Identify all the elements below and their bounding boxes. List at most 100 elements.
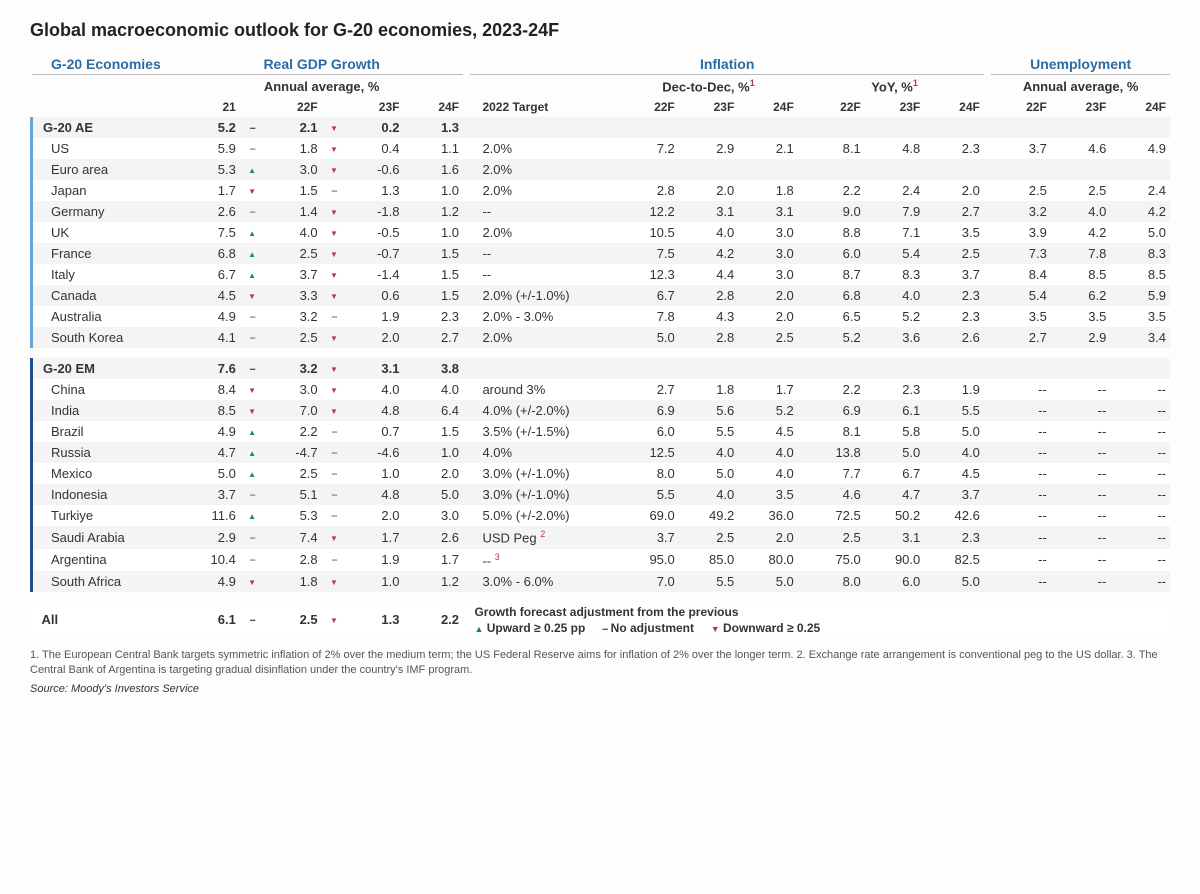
table-row: China8.4▼3.0▼4.04.0around 3%2.71.81.72.2… bbox=[32, 379, 1171, 400]
direction----icon: -- bbox=[328, 426, 340, 438]
direction----icon: -- bbox=[328, 468, 340, 480]
table-row: Turkiye11.6▲5.3--2.03.05.0% (+/-2.0%)69.… bbox=[32, 505, 1171, 526]
direction-up-icon: ▲ bbox=[246, 166, 258, 175]
hdr-economies: G-20 Economies bbox=[32, 53, 181, 75]
direction----icon: -- bbox=[246, 143, 258, 155]
direction-down-icon: ▼ bbox=[246, 407, 258, 416]
direction----icon: -- bbox=[246, 311, 258, 323]
direction----icon: -- bbox=[246, 122, 258, 134]
direction-down-icon: ▼ bbox=[328, 334, 340, 343]
row-label: Japan bbox=[32, 180, 181, 201]
down-arrow-icon: ▼ bbox=[711, 624, 720, 634]
direction----icon: -- bbox=[328, 311, 340, 323]
row-label: Brazil bbox=[32, 421, 181, 442]
subhdr-dec: Dec-to-Dec, %1 bbox=[619, 75, 798, 98]
direction-down-icon: ▼ bbox=[328, 145, 340, 154]
up-arrow-icon: ▲ bbox=[474, 624, 483, 634]
direction-up-icon: ▲ bbox=[246, 470, 258, 479]
table-row: UK7.5▲4.0▼-0.51.02.0%10.54.03.08.87.13.5… bbox=[32, 222, 1171, 243]
direction----icon: -- bbox=[328, 185, 340, 197]
legend-down: Downward ≥ 0.25 bbox=[723, 621, 820, 635]
row-label: Argentina bbox=[32, 549, 181, 571]
table-row: Saudi Arabia2.9--7.4▼1.72.6USD Peg 23.72… bbox=[32, 526, 1171, 548]
legend-neutral: No adjustment bbox=[611, 621, 694, 635]
neutral-icon: -- bbox=[602, 623, 607, 635]
direction-down-icon: ▼ bbox=[328, 208, 340, 217]
row-label: Australia bbox=[32, 306, 181, 327]
footnotes: 1. The European Central Bank targets sym… bbox=[30, 648, 1170, 679]
direction----icon: -- bbox=[246, 206, 258, 218]
table-row: G-20 EM7.6--3.2▼3.13.8 bbox=[32, 358, 1171, 379]
outlook-table: G-20 Economies Real GDP Growth Inflation… bbox=[30, 53, 1170, 638]
row-label: India bbox=[32, 400, 181, 421]
direction----icon: -- bbox=[328, 447, 340, 459]
direction-down-icon: ▼ bbox=[328, 271, 340, 280]
direction----icon: -- bbox=[246, 332, 258, 344]
row-label: China bbox=[32, 379, 181, 400]
row-label: South Korea bbox=[32, 327, 181, 348]
row-label: Italy bbox=[32, 264, 181, 285]
table-row: France6.8▲2.5▼-0.71.5--7.54.23.06.05.42.… bbox=[32, 243, 1171, 264]
direction-down-icon: ▼ bbox=[328, 386, 340, 395]
table-row: US5.9--1.8▼0.41.12.0%7.22.92.18.14.82.33… bbox=[32, 138, 1171, 159]
table-row: Italy6.7▲3.7▼-1.41.5--12.34.43.08.78.33.… bbox=[32, 264, 1171, 285]
row-label: Euro area bbox=[32, 159, 181, 180]
row-label: Turkiye bbox=[32, 505, 181, 526]
table-row: South Korea4.1--2.5▼2.02.72.0%5.02.82.55… bbox=[32, 327, 1171, 348]
direction-down-icon: ▼ bbox=[328, 365, 340, 374]
direction-up-icon: ▲ bbox=[246, 271, 258, 280]
section-label: G-20 EM bbox=[32, 358, 181, 379]
row-label: Mexico bbox=[32, 463, 181, 484]
row-label: All bbox=[32, 602, 181, 638]
direction-down-icon: ▼ bbox=[328, 407, 340, 416]
direction-down-icon: ▼ bbox=[328, 616, 340, 625]
hdr-inflation: Inflation bbox=[470, 53, 983, 75]
source-line: Source: Moody's Investors Service bbox=[30, 683, 1170, 695]
direction-down-icon: ▼ bbox=[246, 578, 258, 587]
direction-down-icon: ▼ bbox=[328, 534, 340, 543]
row-label: Russia bbox=[32, 442, 181, 463]
table-row: Australia4.9--3.2--1.92.32.0% - 3.0%7.84… bbox=[32, 306, 1171, 327]
direction----icon: -- bbox=[328, 554, 340, 566]
direction-up-icon: ▲ bbox=[246, 250, 258, 259]
row-label: Saudi Arabia bbox=[32, 526, 181, 548]
direction-up-icon: ▲ bbox=[246, 512, 258, 521]
direction-up-icon: ▲ bbox=[246, 449, 258, 458]
table-row: G-20 AE5.2--2.1▼0.21.3 bbox=[32, 117, 1171, 138]
direction-down-icon: ▼ bbox=[328, 229, 340, 238]
legend-title: Growth forecast adjustment from the prev… bbox=[474, 605, 1166, 619]
table-row: Brazil4.9▲2.2--0.71.53.5% (+/-1.5%)6.05.… bbox=[32, 421, 1171, 442]
row-label: Germany bbox=[32, 201, 181, 222]
subhdr-gdp: Annual average, % bbox=[180, 75, 463, 98]
direction-down-icon: ▼ bbox=[328, 124, 340, 133]
row-label: US bbox=[32, 138, 181, 159]
direction----icon: -- bbox=[246, 363, 258, 375]
table-row: Argentina10.4--2.8--1.91.7-- 395.085.080… bbox=[32, 549, 1171, 571]
direction-down-icon: ▼ bbox=[328, 250, 340, 259]
hdr-gdp: Real GDP Growth bbox=[180, 53, 463, 75]
table-row-all: All6.1--2.5▼1.32.2Growth forecast adjust… bbox=[32, 602, 1171, 638]
section-label: G-20 AE bbox=[32, 117, 181, 138]
direction-down-icon: ▼ bbox=[328, 292, 340, 301]
direction-up-icon: ▲ bbox=[246, 428, 258, 437]
hdr-unemployment: Unemployment bbox=[991, 53, 1170, 75]
direction----icon: -- bbox=[246, 489, 258, 501]
legend-up: Upward ≥ 0.25 pp bbox=[487, 621, 586, 635]
table-row: Japan1.7▼1.5--1.31.02.0%2.82.01.82.22.42… bbox=[32, 180, 1171, 201]
direction-down-icon: ▼ bbox=[246, 187, 258, 196]
table-row: Germany2.6--1.4▼-1.81.2--12.23.13.19.07.… bbox=[32, 201, 1171, 222]
direction----icon: -- bbox=[246, 554, 258, 566]
table-row: Russia4.7▲-4.7---4.61.04.0%12.54.04.013.… bbox=[32, 442, 1171, 463]
row-label: UK bbox=[32, 222, 181, 243]
direction-down-icon: ▼ bbox=[246, 386, 258, 395]
direction----icon: -- bbox=[246, 614, 258, 626]
subhdr-yoy: YoY, %1 bbox=[805, 75, 984, 98]
page-title: Global macroeconomic outlook for G-20 ec… bbox=[30, 20, 1170, 41]
direction----icon: -- bbox=[328, 489, 340, 501]
row-label: Indonesia bbox=[32, 484, 181, 505]
direction-down-icon: ▼ bbox=[328, 578, 340, 587]
direction-down-icon: ▼ bbox=[246, 292, 258, 301]
table-row: Indonesia3.7--5.1--4.85.03.0% (+/-1.0%)5… bbox=[32, 484, 1171, 505]
subhdr-unemp: Annual average, % bbox=[991, 75, 1170, 98]
row-label: Canada bbox=[32, 285, 181, 306]
